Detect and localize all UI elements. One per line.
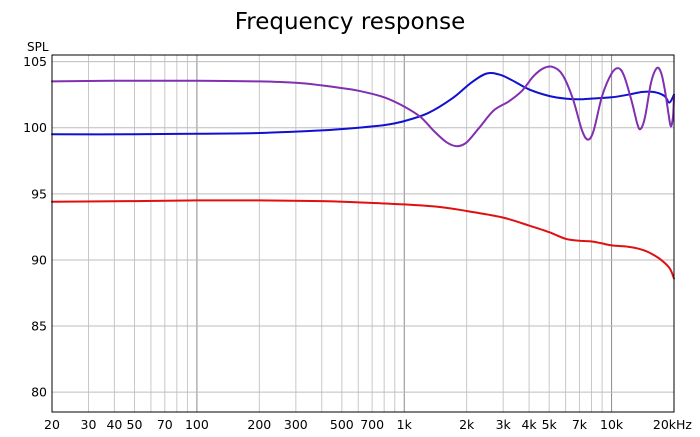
- y-tick-label: 90: [31, 252, 47, 267]
- tick-labels: 20 30 40 50 70 100 200 300 500 700 1k 2k 3k 4k 5k 7k 10k…: [23, 54, 692, 432]
- chart-title: Frequency response: [235, 9, 466, 35]
- y-tick-label: 85: [31, 319, 47, 334]
- series-line-1: [51, 72, 675, 136]
- grid: [51, 55, 675, 412]
- y-tick-label: 95: [31, 186, 47, 201]
- x-tick-label: 30: [81, 417, 97, 432]
- x-tick-label: 300: [284, 417, 308, 432]
- x-tick-label: 20kHz: [653, 417, 693, 432]
- x-tick-label: 5k: [542, 417, 558, 432]
- series-line-3: [51, 199, 675, 280]
- y-tick-label: 80: [31, 385, 47, 400]
- x-tick-label: 100: [185, 417, 209, 432]
- x-tick-label: 4k: [521, 417, 537, 432]
- x-tick-label: 40: [106, 417, 122, 432]
- x-tick-label: 700: [360, 417, 384, 432]
- series-line-2: [51, 65, 675, 148]
- x-tick-label: 20: [44, 417, 60, 432]
- x-tick-label: 7k: [572, 417, 588, 432]
- plot-area-frame: [51, 54, 675, 413]
- y-tick-label: 105: [23, 54, 47, 69]
- x-tick-label: 70: [157, 417, 173, 432]
- series-layer: [51, 65, 675, 280]
- x-tick-label: 500: [330, 417, 354, 432]
- x-tick-label: 200: [247, 417, 271, 432]
- x-tick-label: 1k: [397, 417, 413, 432]
- x-tick-label: 10k: [600, 417, 624, 432]
- x-tick-label: 3k: [496, 417, 512, 432]
- x-tick-label: 50: [127, 417, 143, 432]
- y-axis-label: SPL: [27, 40, 49, 54]
- x-tick-label: 2k: [459, 417, 475, 432]
- y-tick-label: 100: [23, 120, 47, 135]
